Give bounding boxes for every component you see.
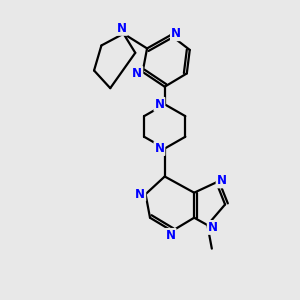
Text: N: N <box>208 221 218 234</box>
Text: N: N <box>154 98 164 111</box>
Text: N: N <box>171 27 181 40</box>
Text: N: N <box>217 174 226 188</box>
Text: N: N <box>132 67 142 80</box>
Text: N: N <box>166 229 176 242</box>
Text: N: N <box>117 22 127 35</box>
Text: N: N <box>154 142 164 155</box>
Text: N: N <box>135 188 145 201</box>
